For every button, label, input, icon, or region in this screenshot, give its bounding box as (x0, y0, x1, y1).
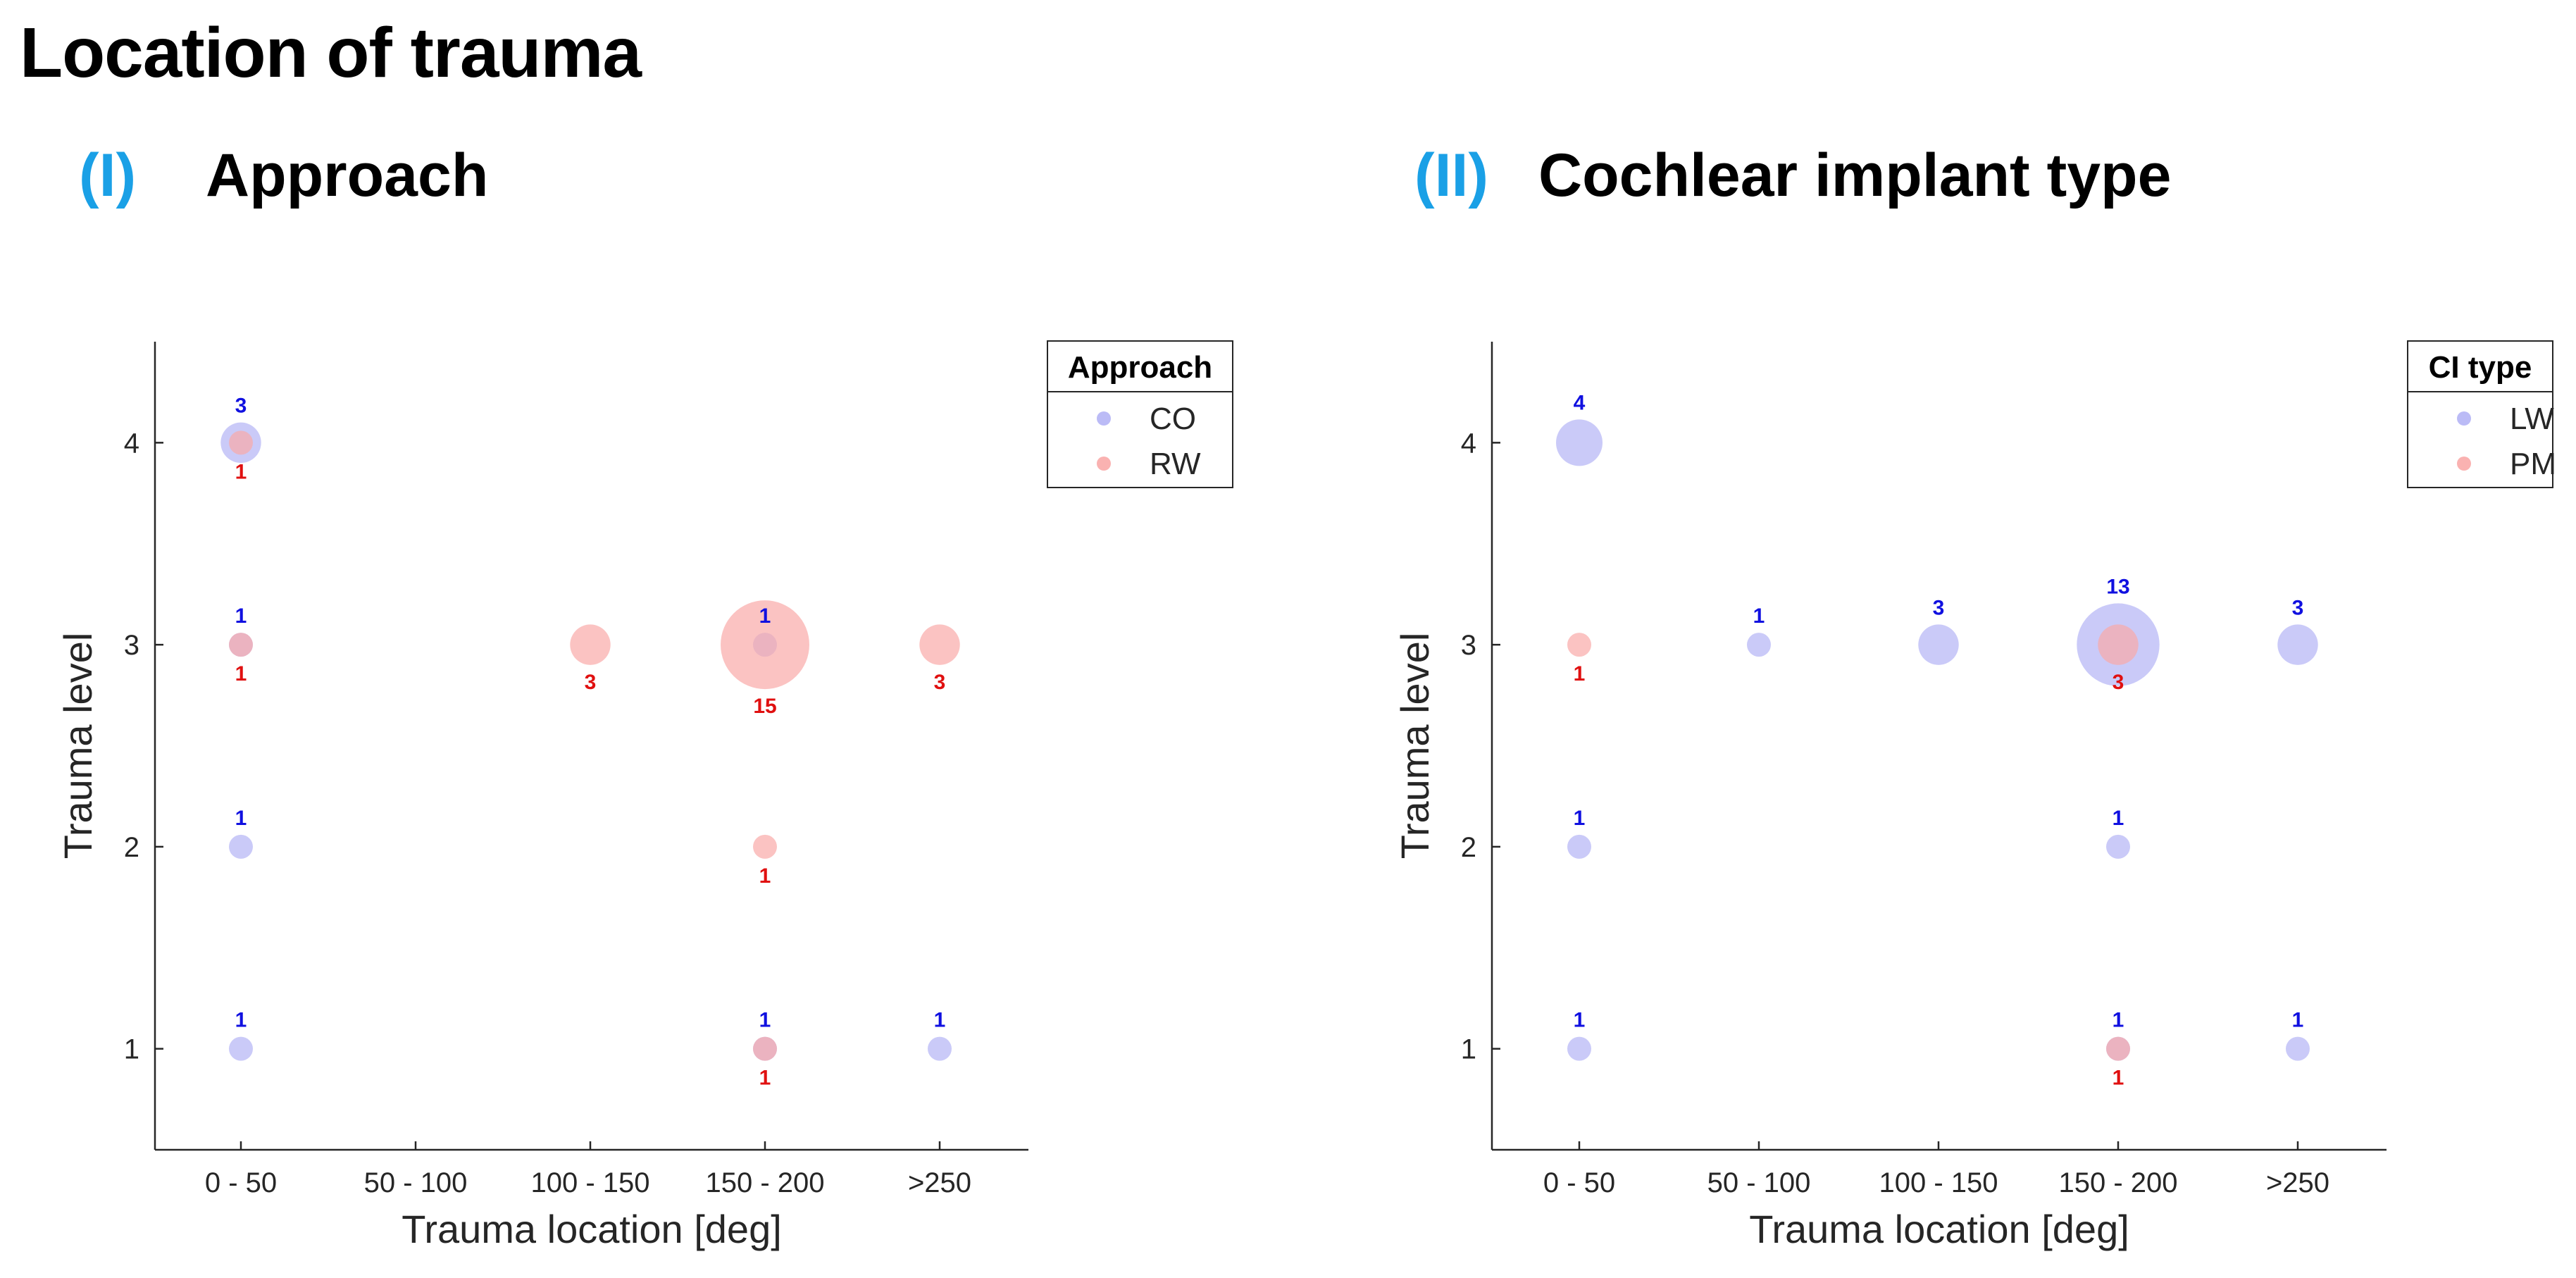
x-tick-label: 100 - 150 (1879, 1167, 1998, 1198)
legend-entry-rw: RW (1150, 447, 1201, 481)
legend-box (2407, 340, 2553, 488)
bubble-rw-100-150-level-3 (570, 624, 611, 665)
x-tick-label: 100 - 150 (530, 1167, 649, 1198)
panel-label: (II) (1414, 142, 1489, 209)
bubble-rw-150-200-level-2 (753, 834, 777, 859)
bubble-rw-150-200-level-3 (721, 600, 809, 690)
bubble-pm-150-200-level-3 (2098, 624, 2139, 665)
bubble-lw-0-50-level-1 (1567, 1036, 1591, 1061)
count-label-lw: 1 (2292, 1009, 2304, 1032)
count-label-pm: 3 (2113, 671, 2124, 694)
bubble-lw-0-50-level-2 (1567, 834, 1591, 859)
x-tick-label: 150 - 200 (705, 1167, 824, 1198)
count-label-rw: 1 (759, 864, 771, 888)
count-label-rw: 1 (759, 1067, 771, 1090)
panel-title: Approach (206, 142, 489, 209)
y-tick-label: 4 (124, 428, 139, 459)
page-title: Location of trauma (20, 13, 642, 92)
panel-label: (I) (79, 142, 137, 209)
y-tick-label: 3 (1461, 630, 1476, 661)
count-label-co: 1 (235, 807, 247, 830)
count-label-co: 1 (759, 1009, 771, 1032)
legend-marker-pm (2457, 457, 2471, 471)
count-label-co: 1 (235, 604, 247, 628)
legend-marker-rw (1097, 457, 1111, 471)
legend-entry-pm: PM (2510, 447, 2556, 481)
count-label-pm: 1 (2113, 1067, 2124, 1090)
bubble-rw-0-50-level-4 (229, 430, 253, 455)
y-tick-label: 2 (1461, 832, 1476, 863)
legend-entry-co: CO (1150, 402, 1196, 436)
legend-title: CI type (2429, 350, 2532, 385)
count-label-lw: 13 (2106, 575, 2129, 598)
x-tick-label: >250 (2266, 1167, 2329, 1198)
bubble-rw-0-50-level-3 (229, 633, 253, 657)
legend-box (1047, 340, 1233, 488)
count-label-co: 1 (934, 1009, 946, 1032)
count-label-lw: 1 (1574, 1009, 1586, 1032)
x-tick-label: 0 - 50 (1543, 1167, 1615, 1198)
count-label-rw: 3 (585, 671, 597, 694)
bubble-lw-100-150-level-3 (1918, 624, 1959, 665)
chart-panel-1: 1 2 3 4 0 - 50 50 - 100 100 - 150 150 - 200 >250… (56, 340, 1233, 1251)
x-tick-label: 0 - 50 (205, 1167, 277, 1198)
legend-marker-lw (2457, 411, 2471, 426)
bubble-pm-150-200-level-1 (2106, 1036, 2130, 1061)
x-tick-label: 50 - 100 (1707, 1167, 1811, 1198)
bubble-lw-50-100-level-3 (1747, 633, 1771, 657)
x-axis-label: Trauma location [deg] (402, 1207, 782, 1251)
y-tick-label: 1 (124, 1034, 139, 1065)
chart-panel-2: 1 2 3 4 0 - 50 50 - 100 100 - 150 150 - 200 >250… (1393, 340, 2556, 1251)
legend: CI type LW PM (2407, 340, 2556, 488)
bubble-lw-250-level-3 (2277, 624, 2318, 665)
count-label-co: 1 (759, 604, 771, 628)
y-axis-label: Trauma level (56, 633, 100, 860)
x-axis-label: Trauma location [deg] (1749, 1207, 2129, 1251)
count-label-lw: 1 (2113, 1009, 2124, 1032)
y-tick-label: 3 (124, 630, 139, 661)
bubble-pm-0-50-level-3 (1567, 633, 1591, 657)
bubble-co-250-level-1 (928, 1036, 952, 1061)
y-tick-label: 4 (1461, 428, 1476, 459)
legend: Approach CO RW (1047, 340, 1233, 488)
y-axis-label: Trauma level (1393, 633, 1437, 860)
count-label-rw: 15 (753, 695, 776, 718)
count-label-rw: 1 (235, 460, 247, 483)
count-label-lw: 3 (2292, 596, 2304, 619)
count-label-co: 3 (235, 395, 247, 418)
bubble-rw-150-200-level-1 (753, 1036, 777, 1061)
y-tick-label: 2 (124, 832, 139, 863)
count-label-pm: 1 (1574, 662, 1586, 685)
bubble-lw-0-50-level-4 (1556, 419, 1603, 466)
legend-marker-co (1097, 411, 1111, 426)
count-label-lw: 3 (1933, 596, 1945, 619)
bubble-lw-150-200-level-2 (2106, 834, 2130, 859)
bubble-lw-250-level-1 (2286, 1036, 2310, 1061)
count-label-lw: 1 (1574, 807, 1586, 830)
bubble-rw-250-level-3 (919, 624, 960, 665)
count-label-lw: 4 (1574, 391, 1586, 414)
legend-title: Approach (1068, 350, 1212, 385)
count-label-lw: 1 (2113, 807, 2124, 830)
y-tick-label: 1 (1461, 1034, 1476, 1065)
x-tick-label: 50 - 100 (364, 1167, 468, 1198)
x-tick-label: >250 (908, 1167, 971, 1198)
count-label-lw: 1 (1753, 604, 1765, 628)
count-label-rw: 3 (934, 671, 946, 694)
count-label-co: 1 (235, 1009, 247, 1032)
count-label-rw: 1 (235, 662, 247, 685)
x-tick-label: 150 - 200 (2058, 1167, 2177, 1198)
panel-title: Cochlear implant type (1538, 142, 2172, 209)
legend-entry-lw: LW (2510, 402, 2554, 436)
bubble-co-0-50-level-1 (229, 1036, 253, 1061)
bubble-co-0-50-level-2 (229, 834, 253, 859)
